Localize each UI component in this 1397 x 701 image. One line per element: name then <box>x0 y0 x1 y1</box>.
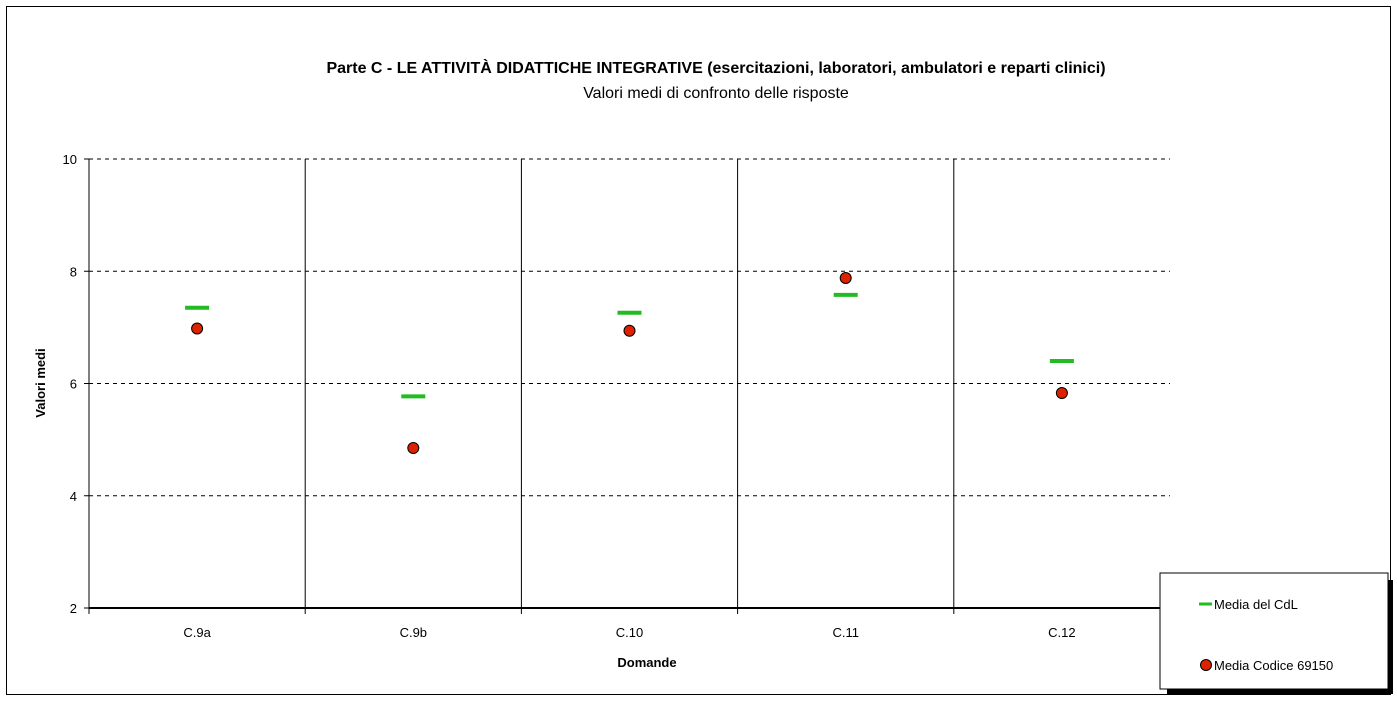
x-axis-title: Domande <box>617 655 676 670</box>
data-marks <box>185 271 1074 455</box>
legend: Media del CdL Media Codice 69150 <box>1159 572 1393 694</box>
y-axis-title: Valori medi <box>33 348 48 417</box>
media-codice-marker-C.10 <box>623 324 636 337</box>
y-tick-label: 2 <box>70 601 77 616</box>
x-tick-labels: C.9a C.9b C.10 C.11 C.12 <box>88 608 1171 640</box>
legend-box <box>1159 572 1389 690</box>
chart-title: Parte C - LE ATTIVITÀ DIDATTICHE INTEGRA… <box>326 58 1105 77</box>
chart-frame <box>6 6 1391 695</box>
x-tick-label: C.9a <box>183 625 211 640</box>
y-tick-label: 10 <box>63 152 77 167</box>
y-tick-labels: 2 4 6 8 10 <box>63 152 89 616</box>
media-codice-marker-C.12 <box>1055 387 1068 400</box>
media-codice-marker-C.11 <box>839 271 852 284</box>
media-codice-marker-C.9a <box>191 322 204 335</box>
media-codice-marker-C.9b <box>407 442 420 455</box>
chart-subtitle: Valori medi di confronto delle risposte <box>583 85 849 102</box>
x-tick-label: C.12 <box>1048 625 1075 640</box>
y-tick-label: 4 <box>70 489 77 504</box>
legend-label-media-cdl: Media del CdL <box>1214 597 1298 612</box>
category-dividers <box>304 159 955 608</box>
x-tick-label: C.11 <box>832 625 859 640</box>
y-tick-label: 6 <box>70 377 77 392</box>
legend-marker-media-codice <box>1200 659 1212 671</box>
x-tick-label: C.9b <box>400 625 427 640</box>
x-tick-label: C.10 <box>616 625 643 640</box>
legend-label-media-codice: Media Codice 69150 <box>1214 658 1333 673</box>
y-tick-label: 8 <box>70 264 77 279</box>
